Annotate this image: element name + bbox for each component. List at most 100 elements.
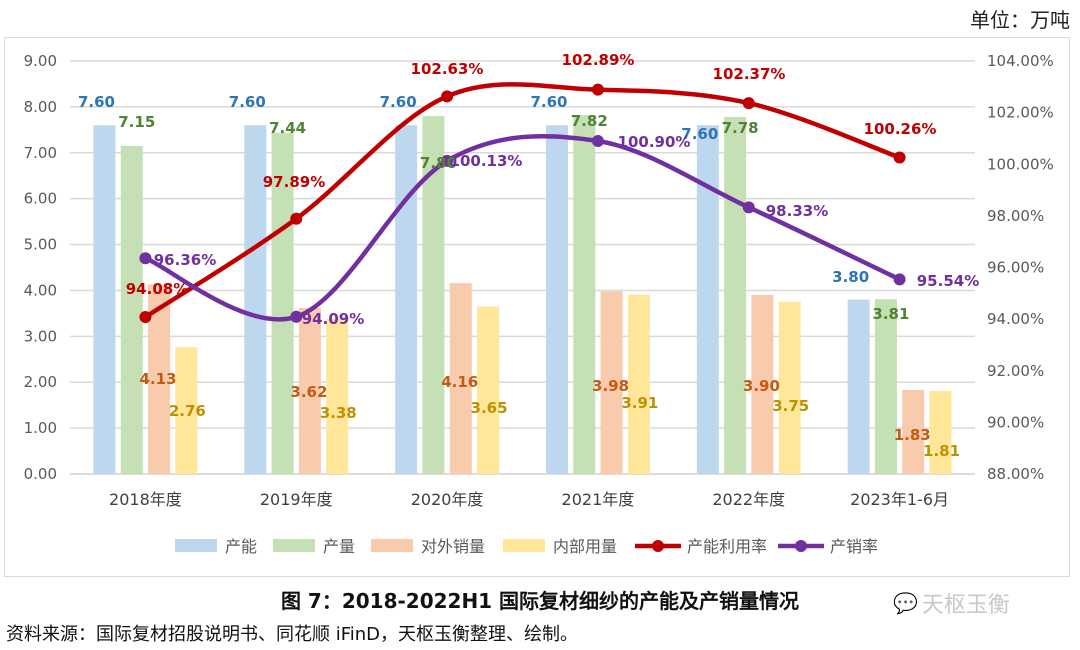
line-marker (139, 252, 152, 265)
bar-1 (271, 132, 294, 474)
left-tick-label: 0.00 (24, 465, 57, 483)
bar-3 (929, 390, 952, 474)
line-data-label: 102.89% (562, 51, 635, 69)
bar-1 (573, 115, 596, 474)
line-data-label: 98.33% (766, 202, 828, 220)
bar-data-label: 7.60 (380, 93, 417, 111)
bar-3 (778, 301, 801, 474)
line-marker (290, 310, 303, 323)
bar-0 (847, 299, 870, 474)
right-tick-label: 92.00% (987, 362, 1044, 380)
line-marker (591, 135, 604, 148)
left-tick-label: 8.00 (24, 98, 57, 116)
bar-data-label: 3.91 (621, 394, 658, 412)
bar-3 (627, 294, 650, 474)
bar-data-label: 7.44 (269, 119, 306, 137)
bar-data-label: 7.60 (229, 93, 266, 111)
category-label: 2018年度 (109, 490, 182, 509)
bar-data-label: 3.90 (743, 377, 780, 395)
bar-data-label: 1.81 (923, 442, 960, 460)
left-tick-label: 6.00 (24, 190, 57, 208)
right-tick-label: 102.00% (987, 104, 1054, 122)
bar-1 (874, 299, 897, 474)
line-data-label: 95.54% (917, 272, 979, 290)
line-marker (139, 311, 152, 324)
line-0 (143, 82, 902, 320)
line-data-label: 94.08% (126, 280, 188, 298)
bar-data-label: 4.16 (441, 373, 478, 391)
line-data-label: 102.37% (713, 65, 786, 83)
line-marker (893, 151, 906, 164)
legend-swatch (175, 539, 217, 552)
legend-swatch (273, 539, 315, 552)
bar-data-label: 7.80 (420, 154, 457, 172)
bar-data-label: 3.75 (772, 397, 809, 415)
category-label: 2022年度 (712, 490, 785, 509)
unit-label: 单位：万吨 (970, 8, 1070, 32)
bar-data-label: 7.60 (681, 125, 718, 143)
category-label: 2020年度 (411, 490, 484, 509)
bar-1 (120, 145, 143, 474)
line-data-label: 100.26% (864, 120, 937, 138)
left-tick-label: 7.00 (24, 144, 57, 162)
legend-swatch (371, 539, 413, 552)
legend: 产能 产量 对外销量 内部用量 产能利用率 产销率 (175, 537, 878, 556)
line-marker (441, 154, 454, 167)
left-tick-label: 4.00 (24, 281, 57, 299)
bar-data-label: 2.76 (169, 402, 206, 420)
line-marker (742, 201, 755, 214)
legend-label: 内部用量 (553, 537, 617, 556)
line-data-label: 97.89% (263, 173, 325, 191)
line-data-label: 102.63% (411, 60, 484, 78)
bar-data-label: 4.13 (140, 370, 177, 388)
bar-2 (449, 283, 472, 474)
legend-label: 产量 (323, 537, 355, 556)
figure-caption: 图 7：2018-2022H1 国际复材细纱的产能及产销量情况 (280, 589, 800, 613)
wechat-icon: 💬 (893, 591, 918, 615)
legend-swatch (503, 539, 545, 552)
watermark: 💬 天枢玉衡 (893, 587, 1010, 619)
bar-0 (696, 125, 719, 474)
bar-data-label: 7.60 (530, 93, 567, 111)
data-labels: 7.60 7.60 7.60 7.60 7.60 3.80 7.15 7.44 7.80 7.82… (78, 51, 979, 460)
bar-data-label: 3.80 (832, 268, 869, 286)
line-data-label: 100.13% (450, 152, 523, 170)
bar-1 (422, 116, 445, 475)
bar-data-label: 3.98 (592, 377, 629, 395)
source-note: 资料来源：国际复材招股说明书、同花顺 iFinD，天枢玉衡整理、绘制。 (6, 624, 579, 645)
line-data-label: 100.90% (618, 133, 691, 151)
legend-label: 产销率 (830, 537, 878, 556)
bar-2 (902, 390, 925, 474)
line-marker (893, 273, 906, 286)
left-tick-label: 5.00 (24, 236, 57, 254)
line-marker (441, 90, 454, 103)
bar-data-label: 3.65 (471, 399, 508, 417)
bar-1 (724, 116, 747, 475)
axes: 0.00 1.00 2.00 3.00 4.00 5.00 6.00 7.00 8.00 9.00… (24, 52, 1054, 509)
bar-data-label: 1.83 (894, 426, 931, 444)
bar-0 (244, 125, 267, 474)
bar-0 (93, 125, 116, 474)
left-tick-label: 3.00 (24, 327, 57, 345)
left-tick-label: 2.00 (24, 373, 57, 391)
line-marker (290, 212, 303, 225)
right-tick-label: 94.00% (987, 310, 1044, 328)
line-data-label: 94.09% (302, 310, 364, 328)
legend-label: 对外销量 (421, 537, 485, 556)
bar-data-label: 3.81 (872, 305, 909, 323)
legend-marker (652, 540, 664, 552)
category-label: 2023年1-6月 (850, 490, 949, 509)
legend-marker (795, 540, 807, 552)
bar-3 (175, 347, 198, 474)
left-tick-label: 9.00 (24, 52, 57, 70)
right-tick-label: 100.00% (987, 155, 1054, 173)
right-tick-label: 96.00% (987, 259, 1044, 277)
right-tick-label: 90.00% (987, 413, 1044, 431)
bar-data-label: 3.38 (320, 404, 357, 422)
bar-data-label: 7.60 (78, 93, 115, 111)
bar-2 (148, 284, 171, 474)
lines (139, 82, 906, 324)
line-1 (143, 133, 902, 322)
bar-3 (477, 306, 500, 474)
left-tick-label: 1.00 (24, 419, 57, 437)
